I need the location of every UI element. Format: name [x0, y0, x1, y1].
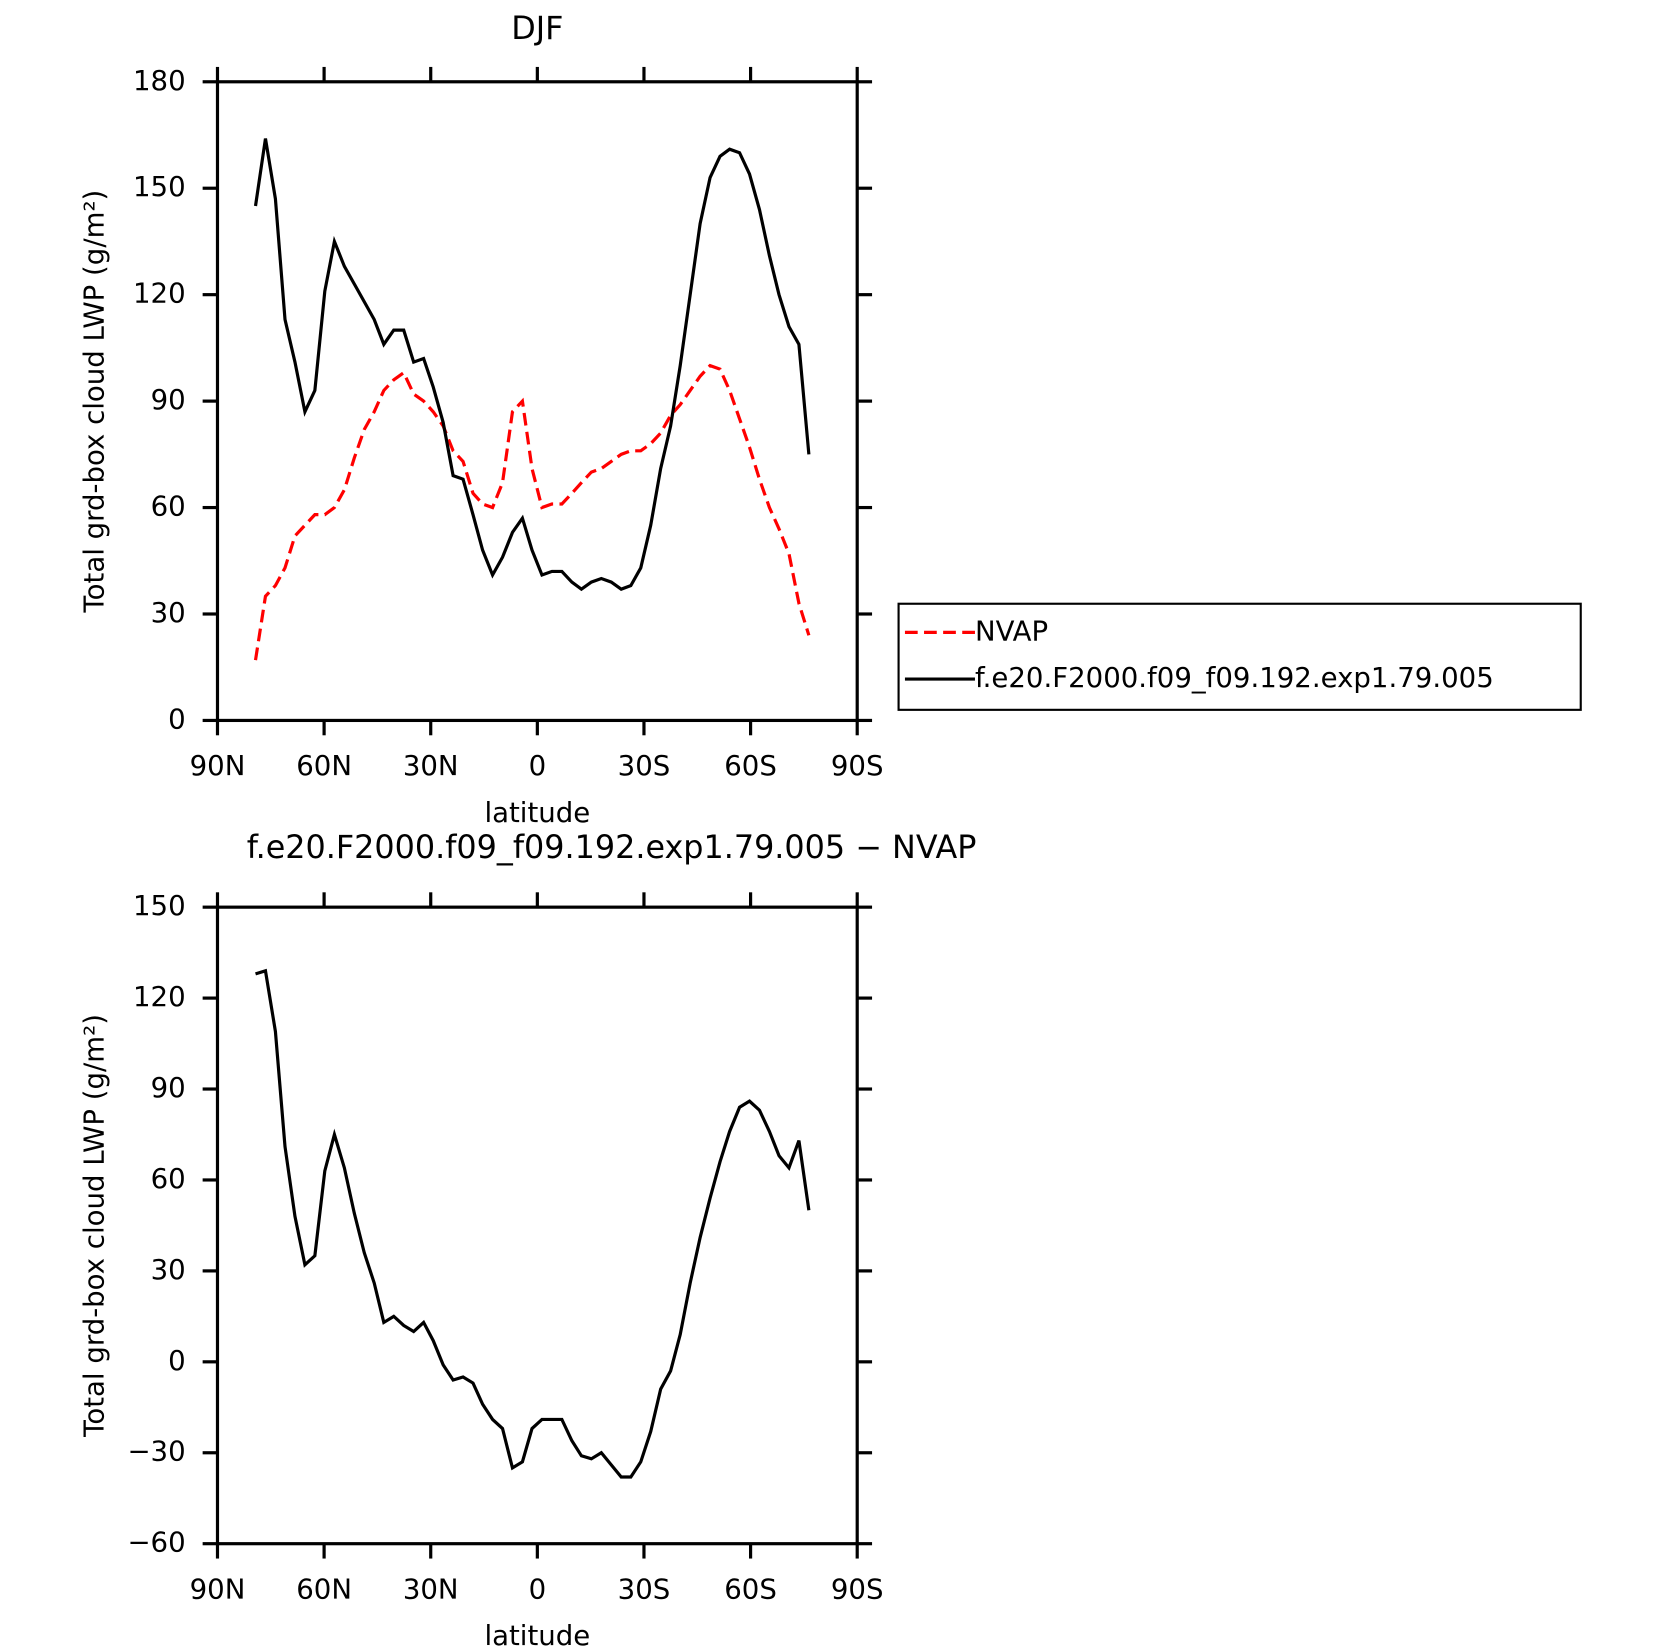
legend-label: NVAP — [975, 614, 1048, 647]
x-tick-label: 60S — [724, 1572, 777, 1605]
x-tick-label: 90N — [190, 1572, 246, 1605]
chart-title: DJF — [511, 9, 563, 47]
y-tick-label: 90 — [151, 383, 186, 416]
y-axis-label: Total grd-box cloud LWP (g/m²) — [77, 190, 110, 614]
y-tick-label: 0 — [168, 702, 186, 735]
x-tick-label: 0 — [529, 749, 547, 782]
x-tick-label: 60N — [296, 1572, 352, 1605]
x-tick-label: 60S — [724, 749, 777, 782]
y-tick-label: −30 — [127, 1435, 185, 1468]
x-tick-label: 30N — [403, 749, 459, 782]
y-tick-label: −60 — [127, 1526, 185, 1559]
y-tick-label: 150 — [133, 170, 186, 203]
data-line — [253, 138, 811, 592]
x-tick-label: 30N — [403, 1572, 459, 1605]
x-tick-label: 30S — [618, 749, 671, 782]
legend-label: f.e20.F2000.f09_f09.192.exp1.79.005 — [975, 661, 1494, 694]
y-tick-label: 60 — [151, 490, 186, 523]
y-tick-label: 30 — [151, 1253, 186, 1286]
x-tick-label: 30S — [618, 1572, 671, 1605]
chart-title: f.e20.F2000.f09_f09.192.exp1.79.005 − NV… — [247, 828, 977, 866]
y-tick-label: 180 — [133, 64, 186, 97]
x-tick-label: 0 — [529, 1572, 547, 1605]
x-axis-label: latitude — [484, 1619, 590, 1652]
x-axis-label: latitude — [484, 796, 590, 829]
y-tick-label: 90 — [151, 1071, 186, 1104]
y-tick-label: 120 — [133, 277, 186, 310]
y-tick-label: 30 — [151, 596, 186, 629]
x-tick-label: 60N — [296, 749, 352, 782]
legend-box — [897, 602, 1582, 711]
x-tick-label: 90S — [831, 749, 884, 782]
x-tick-label: 90N — [190, 749, 246, 782]
y-tick-label: 150 — [133, 889, 186, 922]
data-line — [253, 363, 811, 661]
y-tick-label: 0 — [168, 1344, 186, 1377]
y-axis-label: Total grd-box cloud LWP (g/m²) — [77, 1014, 110, 1438]
y-tick-label: 120 — [133, 980, 186, 1013]
y-tick-label: 60 — [151, 1162, 186, 1195]
x-tick-label: 90S — [831, 1572, 884, 1605]
data-line — [255, 968, 811, 1479]
plot-frame — [215, 905, 859, 1546]
plot-frame — [215, 80, 859, 723]
